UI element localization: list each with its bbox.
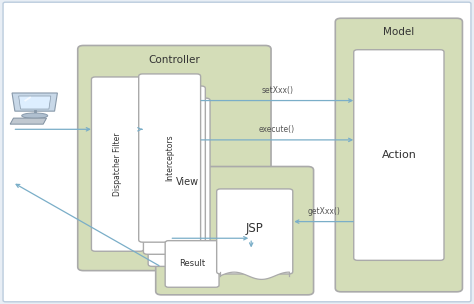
Ellipse shape [22, 113, 48, 119]
FancyBboxPatch shape [3, 2, 471, 302]
Text: Controller: Controller [148, 55, 200, 65]
Polygon shape [10, 118, 46, 124]
FancyBboxPatch shape [217, 189, 293, 274]
Text: execute(): execute() [259, 125, 295, 134]
FancyBboxPatch shape [78, 46, 271, 271]
Text: View: View [176, 177, 199, 187]
Text: getXxx(): getXxx() [307, 207, 340, 216]
Text: Dispatcher Filter: Dispatcher Filter [113, 132, 122, 196]
FancyBboxPatch shape [144, 86, 205, 254]
Text: Result: Result [179, 260, 205, 268]
FancyBboxPatch shape [165, 241, 219, 287]
FancyBboxPatch shape [335, 18, 463, 292]
FancyBboxPatch shape [139, 74, 201, 242]
FancyBboxPatch shape [354, 50, 444, 260]
Polygon shape [220, 271, 289, 279]
FancyBboxPatch shape [148, 98, 210, 266]
Text: Model: Model [383, 27, 414, 37]
Text: Interceptors: Interceptors [165, 135, 174, 181]
FancyBboxPatch shape [91, 77, 144, 251]
FancyBboxPatch shape [156, 167, 314, 295]
Text: JSP: JSP [246, 222, 264, 235]
Polygon shape [12, 93, 57, 111]
Text: Action: Action [382, 150, 416, 160]
Polygon shape [18, 96, 51, 109]
Text: setXxx(): setXxx() [261, 86, 293, 95]
